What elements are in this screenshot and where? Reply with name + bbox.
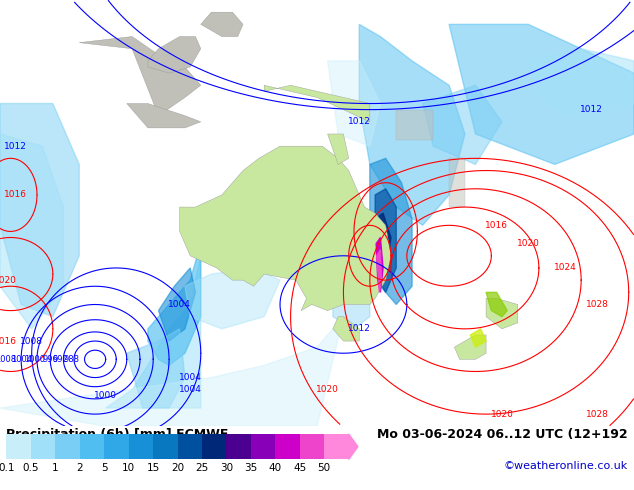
Polygon shape bbox=[375, 189, 396, 293]
Text: 45: 45 bbox=[293, 463, 306, 473]
Text: 15: 15 bbox=[146, 463, 160, 473]
Polygon shape bbox=[185, 268, 280, 329]
Polygon shape bbox=[148, 244, 201, 366]
Polygon shape bbox=[449, 24, 634, 165]
Bar bbox=[6, 434, 31, 460]
Bar bbox=[80, 434, 104, 460]
Text: 988: 988 bbox=[63, 355, 79, 364]
Polygon shape bbox=[328, 61, 380, 146]
Polygon shape bbox=[349, 434, 358, 460]
Polygon shape bbox=[158, 268, 195, 341]
Text: Mo 03-06-2024 06..12 UTC (12+192: Mo 03-06-2024 06..12 UTC (12+192 bbox=[377, 428, 628, 441]
Text: 1012: 1012 bbox=[348, 117, 371, 126]
Bar bbox=[226, 434, 251, 460]
Text: Precipitation (6h) [mm] ECMWF: Precipitation (6h) [mm] ECMWF bbox=[6, 428, 229, 441]
Polygon shape bbox=[375, 225, 385, 268]
Text: 1012: 1012 bbox=[348, 324, 371, 333]
Text: 1008: 1008 bbox=[20, 337, 43, 345]
Text: ©weatheronline.co.uk: ©weatheronline.co.uk bbox=[503, 462, 628, 471]
Polygon shape bbox=[359, 24, 465, 225]
Polygon shape bbox=[396, 110, 433, 140]
Text: 1016: 1016 bbox=[485, 221, 508, 230]
Text: 1004: 1004 bbox=[179, 385, 202, 394]
Polygon shape bbox=[376, 238, 383, 293]
Text: 1008: 1008 bbox=[0, 355, 16, 364]
Text: 40: 40 bbox=[269, 463, 282, 473]
Text: 1020: 1020 bbox=[316, 385, 339, 394]
Text: 10: 10 bbox=[122, 463, 135, 473]
Text: 2: 2 bbox=[76, 463, 83, 473]
Polygon shape bbox=[333, 280, 370, 329]
Text: 20: 20 bbox=[171, 463, 184, 473]
Text: 1012: 1012 bbox=[4, 142, 27, 150]
Polygon shape bbox=[127, 329, 185, 408]
Text: 992: 992 bbox=[53, 355, 68, 364]
Polygon shape bbox=[0, 134, 63, 329]
Polygon shape bbox=[470, 329, 486, 347]
Text: 1020: 1020 bbox=[517, 239, 540, 248]
Text: 1016: 1016 bbox=[0, 337, 16, 345]
Text: 1012: 1012 bbox=[580, 105, 603, 114]
Polygon shape bbox=[370, 158, 412, 304]
Polygon shape bbox=[201, 12, 243, 37]
Polygon shape bbox=[328, 134, 349, 165]
Polygon shape bbox=[455, 335, 486, 359]
Text: 35: 35 bbox=[244, 463, 257, 473]
Bar bbox=[275, 434, 300, 460]
Polygon shape bbox=[486, 293, 507, 317]
Polygon shape bbox=[106, 256, 201, 408]
Polygon shape bbox=[333, 317, 359, 341]
Text: 5: 5 bbox=[101, 463, 108, 473]
Bar bbox=[251, 434, 275, 460]
Text: 1020: 1020 bbox=[491, 410, 514, 418]
Polygon shape bbox=[528, 49, 634, 122]
Text: 1016: 1016 bbox=[4, 191, 27, 199]
Bar bbox=[55, 434, 80, 460]
Bar bbox=[153, 434, 178, 460]
Polygon shape bbox=[79, 37, 201, 116]
Text: 1000: 1000 bbox=[94, 392, 117, 400]
Text: 1024: 1024 bbox=[554, 264, 577, 272]
Text: 996: 996 bbox=[42, 355, 58, 364]
Text: 1004: 1004 bbox=[168, 300, 191, 309]
Polygon shape bbox=[0, 317, 344, 426]
Text: 25: 25 bbox=[195, 463, 209, 473]
Bar bbox=[324, 434, 349, 460]
Polygon shape bbox=[423, 85, 502, 165]
Bar bbox=[129, 434, 153, 460]
Polygon shape bbox=[264, 85, 370, 122]
Text: 50: 50 bbox=[318, 463, 331, 473]
Text: 0.1: 0.1 bbox=[0, 463, 15, 473]
Text: 0.5: 0.5 bbox=[23, 463, 39, 473]
Bar bbox=[300, 434, 324, 460]
Polygon shape bbox=[148, 37, 201, 73]
Bar bbox=[202, 434, 226, 460]
Text: 1000: 1000 bbox=[24, 355, 45, 364]
Text: 1028: 1028 bbox=[586, 300, 609, 309]
Polygon shape bbox=[179, 146, 391, 311]
Polygon shape bbox=[0, 103, 79, 317]
Bar bbox=[31, 434, 55, 460]
Polygon shape bbox=[486, 298, 518, 329]
Polygon shape bbox=[449, 158, 465, 207]
Text: 1004: 1004 bbox=[179, 373, 202, 382]
Bar bbox=[104, 434, 129, 460]
Polygon shape bbox=[377, 250, 382, 293]
Text: 1028: 1028 bbox=[586, 410, 609, 418]
Text: 1020: 1020 bbox=[0, 276, 16, 285]
Bar bbox=[178, 434, 202, 460]
Polygon shape bbox=[375, 213, 391, 274]
Polygon shape bbox=[127, 103, 201, 128]
Text: 30: 30 bbox=[220, 463, 233, 473]
Text: 1: 1 bbox=[52, 463, 58, 473]
Text: 1004: 1004 bbox=[11, 355, 32, 364]
